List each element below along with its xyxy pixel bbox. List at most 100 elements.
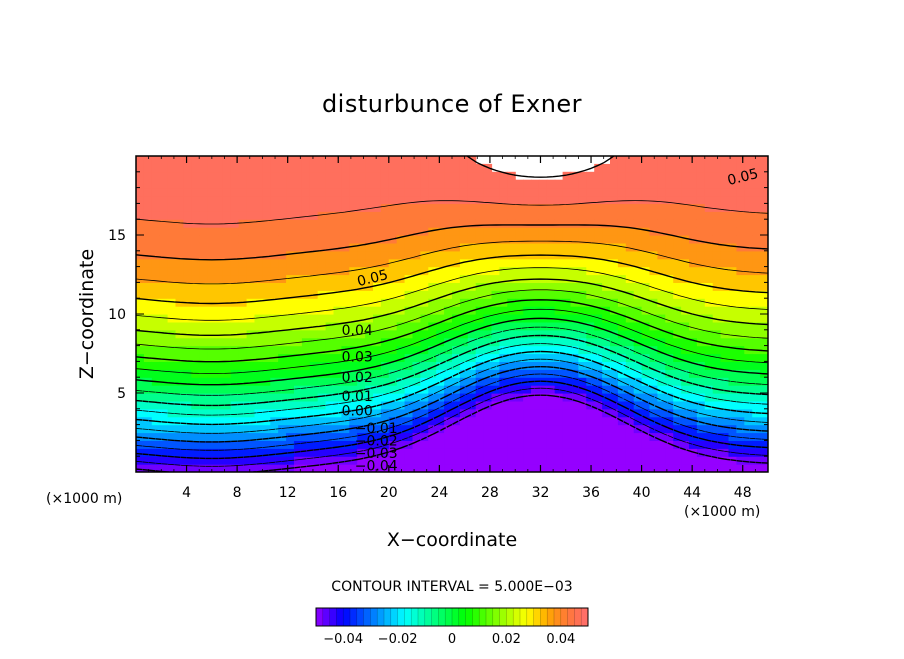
field-cell: [562, 369, 572, 378]
field-cell: [175, 179, 184, 189]
field-cell: [538, 424, 548, 434]
field-cell: [199, 321, 208, 331]
field-cell: [167, 195, 177, 204]
field-cell: [696, 393, 706, 402]
field-cell: [444, 424, 453, 434]
field-cell: [752, 163, 761, 173]
field-cell: [515, 290, 524, 299]
field-cell: [294, 432, 303, 441]
field-cell: [341, 156, 350, 165]
field-cell: [365, 274, 374, 283]
colorbar-step: [397, 608, 405, 626]
field-cell: [199, 227, 208, 236]
x-tick-label: 16: [329, 485, 347, 501]
field-cell: [238, 361, 248, 370]
field-cell: [412, 250, 421, 260]
field-cell: [483, 393, 493, 402]
field-cell: [278, 400, 287, 410]
field-cell: [515, 314, 524, 323]
field-cell: [578, 424, 587, 434]
field-cell: [159, 258, 169, 268]
field-cell: [143, 203, 153, 212]
field-cell: [602, 258, 611, 268]
field-cell: [570, 440, 579, 449]
field-cell: [357, 290, 366, 299]
field-cell: [744, 250, 753, 260]
field-cell: [207, 290, 216, 299]
field-cell: [483, 227, 493, 236]
field-cell: [215, 195, 224, 204]
field-cell: [562, 235, 572, 244]
field-cell: [515, 266, 524, 276]
field-cell: [270, 242, 279, 252]
field-cell: [531, 416, 540, 426]
field-cell: [681, 369, 690, 378]
field-cell: [357, 353, 366, 362]
field-cell: [317, 385, 327, 394]
field-cell: [365, 266, 374, 276]
field-cell: [704, 353, 714, 362]
field-cell: [736, 337, 745, 347]
field-cell: [262, 393, 271, 402]
field-cell: [246, 282, 256, 291]
field-cell: [459, 250, 469, 260]
field-cell: [222, 353, 232, 362]
field-cell: [262, 195, 271, 204]
field-cell: [483, 274, 493, 283]
x-tick-label: 24: [430, 485, 448, 501]
field-cell: [617, 393, 627, 402]
field-cell: [665, 432, 674, 441]
field-cell: [720, 448, 730, 457]
field-cell: [222, 361, 232, 370]
field-cell: [199, 179, 208, 189]
field-cell: [515, 235, 524, 244]
contour-fill: [136, 156, 768, 472]
field-cell: [270, 369, 279, 378]
field-cell: [760, 424, 768, 434]
field-cell: [412, 282, 421, 291]
field-cell: [412, 400, 421, 410]
x-tick-label: 32: [532, 485, 550, 501]
field-cell: [538, 321, 548, 331]
field-cell: [657, 306, 666, 315]
field-cell: [159, 440, 169, 449]
field-cell: [515, 440, 524, 449]
field-cell: [452, 329, 461, 339]
field-cell: [159, 329, 169, 339]
field-cell: [357, 361, 366, 370]
field-cell: [380, 203, 390, 212]
field-cell: [736, 306, 745, 315]
field-cell: [586, 203, 595, 212]
field-cell: [175, 211, 184, 220]
field-cell: [515, 369, 524, 378]
field-cell: [317, 195, 327, 204]
field-cell: [278, 306, 287, 315]
field-cell: [531, 266, 540, 276]
field-cell: [136, 456, 145, 465]
field-cell: [736, 163, 745, 173]
field-cell: [396, 171, 406, 181]
contour-line: [136, 358, 768, 434]
field-cell: [452, 377, 461, 386]
field-cell: [309, 227, 319, 236]
field-cell: [459, 393, 469, 402]
field-cell: [475, 314, 485, 323]
colorbar-step: [465, 608, 473, 626]
field-cell: [230, 361, 240, 370]
field-cell: [736, 290, 745, 299]
colorbar-tick-label: 0: [448, 632, 456, 647]
field-cell: [610, 314, 619, 323]
field-cell: [136, 156, 145, 165]
field-cell: [428, 187, 437, 197]
field-cell: [380, 282, 390, 291]
field-cell: [728, 211, 737, 220]
field-cell: [633, 306, 643, 315]
field-cell: [301, 416, 311, 426]
field-cell: [594, 408, 603, 418]
field-cell: [641, 227, 651, 236]
field-cell: [681, 258, 690, 268]
field-cell: [499, 416, 508, 426]
field-cell: [594, 282, 603, 291]
field-cell: [175, 432, 184, 441]
field-cell: [633, 329, 643, 339]
